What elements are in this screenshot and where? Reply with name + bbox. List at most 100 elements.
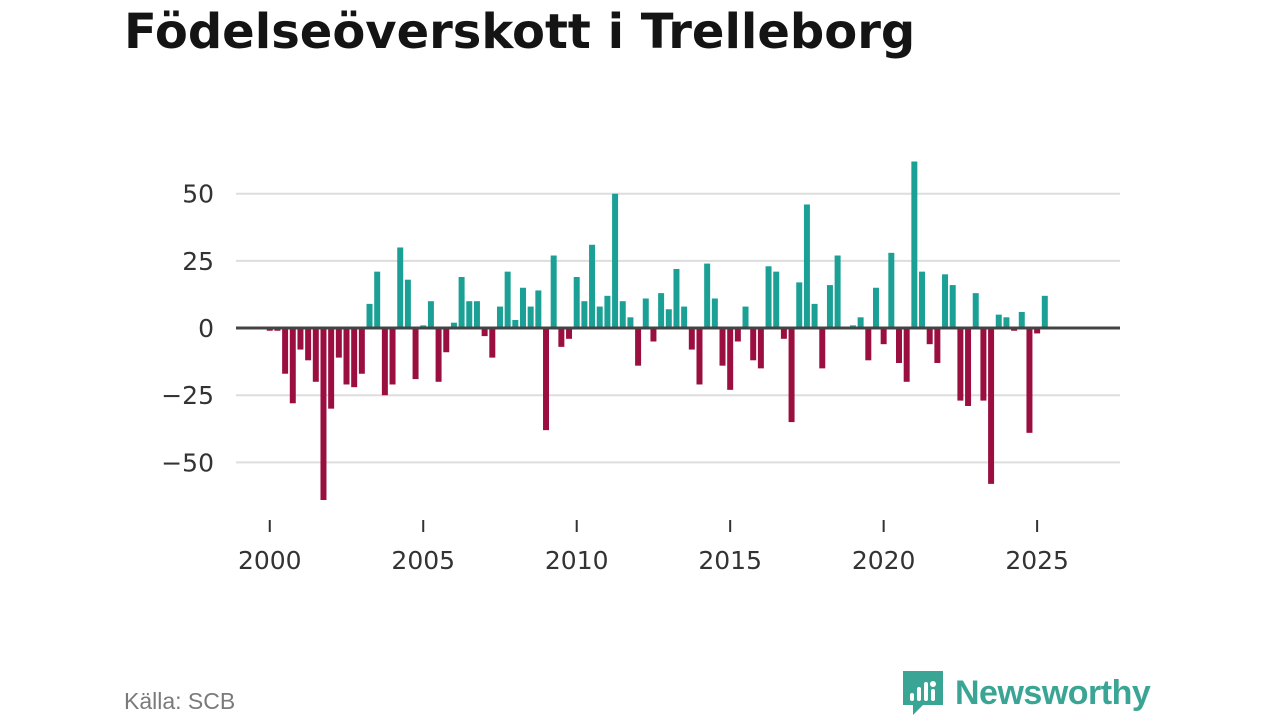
bar bbox=[1041, 295, 1048, 329]
bar bbox=[458, 277, 465, 329]
bar bbox=[1026, 328, 1033, 433]
bar bbox=[535, 290, 542, 329]
source-label: Källa: SCB bbox=[124, 688, 236, 714]
bar bbox=[673, 268, 680, 329]
bar bbox=[811, 303, 818, 329]
bar bbox=[520, 287, 526, 329]
x-tick-label: 2015 bbox=[698, 546, 762, 575]
bar bbox=[888, 252, 895, 329]
bar bbox=[558, 328, 565, 347]
bar bbox=[619, 301, 626, 329]
x-tick-label: 2005 bbox=[391, 546, 455, 575]
bar bbox=[965, 328, 972, 406]
bar bbox=[650, 328, 657, 342]
bar bbox=[427, 301, 434, 329]
bar bbox=[949, 285, 956, 329]
bar bbox=[473, 301, 480, 329]
bar bbox=[942, 274, 949, 329]
x-tick-label: 2025 bbox=[1005, 546, 1069, 575]
bar bbox=[711, 298, 718, 329]
y-tick-label: 25 bbox=[182, 247, 214, 276]
bar bbox=[911, 161, 918, 329]
bar bbox=[374, 271, 381, 329]
bar bbox=[328, 328, 335, 409]
bar bbox=[343, 328, 350, 385]
bar bbox=[397, 247, 404, 329]
bar bbox=[896, 328, 902, 363]
bar bbox=[412, 328, 419, 380]
y-tick-label: −50 bbox=[161, 448, 214, 477]
bar bbox=[903, 328, 910, 382]
bar bbox=[389, 328, 396, 385]
bar bbox=[681, 306, 688, 329]
bar bbox=[466, 301, 473, 329]
bar bbox=[450, 322, 457, 329]
bar bbox=[926, 328, 933, 345]
bar bbox=[957, 328, 964, 401]
bar bbox=[504, 271, 511, 329]
bar bbox=[627, 317, 634, 329]
bar bbox=[589, 244, 596, 329]
bar bbox=[834, 255, 841, 329]
bar bbox=[443, 328, 450, 353]
x-tick-label: 2010 bbox=[545, 546, 609, 575]
bar bbox=[527, 306, 534, 329]
bar bbox=[757, 328, 764, 369]
y-tick-label: 0 bbox=[198, 314, 214, 343]
bar bbox=[742, 306, 749, 329]
newsworthy-logo-icon bbox=[903, 671, 943, 715]
bar bbox=[788, 328, 795, 423]
bar bbox=[865, 328, 872, 361]
bar bbox=[719, 328, 726, 366]
bar bbox=[704, 263, 711, 329]
bar bbox=[773, 271, 780, 329]
bar bbox=[696, 328, 703, 385]
bar bbox=[435, 328, 442, 382]
bar bbox=[857, 317, 864, 329]
bar bbox=[826, 285, 833, 329]
bar bbox=[573, 277, 580, 329]
bar bbox=[919, 271, 926, 329]
bar bbox=[612, 193, 619, 329]
bar bbox=[765, 266, 772, 329]
bar bbox=[297, 328, 304, 350]
bar bbox=[596, 306, 603, 329]
brand-name: Newsworthy bbox=[955, 673, 1151, 712]
bar bbox=[312, 328, 319, 382]
bar bbox=[335, 328, 342, 358]
y-tick-label: −25 bbox=[161, 381, 214, 410]
bar bbox=[750, 328, 757, 361]
chart-title: Födelseöverskott i Trelleborg bbox=[124, 4, 916, 60]
bar bbox=[635, 328, 642, 366]
bar bbox=[566, 328, 573, 339]
bar bbox=[980, 328, 987, 401]
bar bbox=[780, 328, 787, 339]
bar bbox=[366, 303, 373, 329]
bar bbox=[512, 320, 519, 329]
bar bbox=[581, 301, 588, 329]
bar bbox=[496, 306, 503, 329]
bar bbox=[1018, 311, 1025, 329]
bar bbox=[282, 328, 289, 374]
bar bbox=[320, 328, 327, 500]
bar bbox=[1034, 328, 1041, 334]
bar bbox=[604, 295, 611, 329]
bar bbox=[803, 204, 810, 329]
bar bbox=[305, 328, 312, 361]
bar bbox=[642, 298, 649, 329]
bar bbox=[489, 328, 496, 358]
bar bbox=[481, 328, 488, 337]
bar bbox=[404, 279, 411, 329]
bar bbox=[351, 328, 358, 388]
bar bbox=[734, 328, 741, 342]
bar bbox=[872, 287, 879, 329]
bar bbox=[972, 293, 979, 329]
brand[interactable]: Newsworthy bbox=[903, 671, 1151, 715]
x-tick-label: 2000 bbox=[238, 546, 302, 575]
bar bbox=[358, 328, 365, 374]
bar bbox=[934, 328, 941, 363]
bar bbox=[381, 328, 388, 396]
bar bbox=[550, 255, 557, 329]
bar bbox=[658, 293, 665, 329]
